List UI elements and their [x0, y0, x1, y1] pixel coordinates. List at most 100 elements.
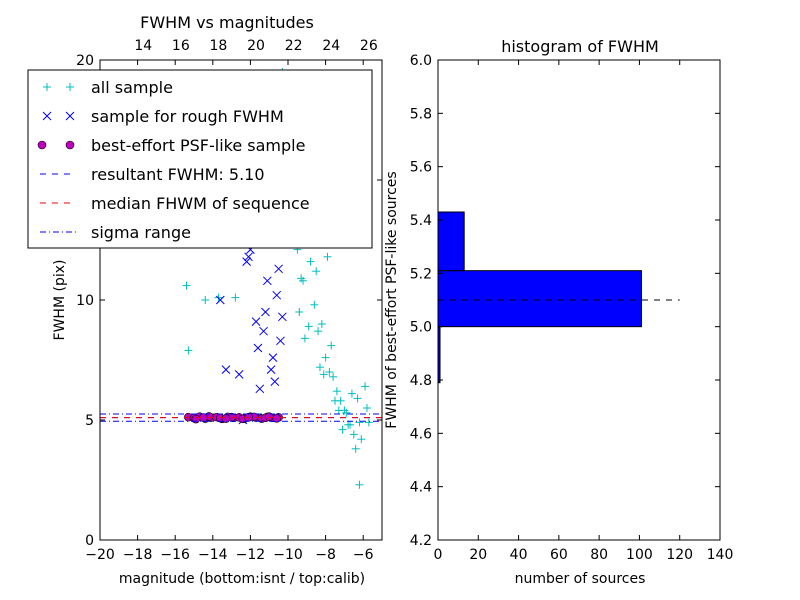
data-point-psf-sample: [264, 412, 274, 421]
data-point-all-sample: [325, 368, 334, 376]
data-point-all-sample: [295, 308, 304, 316]
data-point-all-sample: [182, 281, 191, 290]
top-tick-label: 24: [322, 38, 340, 54]
legend: all sample sample for rough FWHM best-ef…: [27, 69, 373, 249]
data-point-rough-sample: [272, 290, 282, 300]
scatter-top-ticks: 14 16 18 20 22 24 26: [134, 38, 378, 54]
scatter-points: [182, 68, 373, 489]
data-point-rough-sample: [274, 264, 283, 274]
legend-item-sigma-range: sigma range: [40, 223, 191, 242]
data-point-all-sample: [317, 320, 326, 328]
x-tick-label: 120: [666, 547, 693, 563]
data-point-rough-sample: [262, 276, 272, 286]
data-point-psf-sample: [191, 414, 201, 424]
x-tick-label: 140: [707, 547, 734, 563]
marker-stroke: [255, 384, 265, 394]
y-tick-label: 5.4: [410, 213, 432, 229]
marker-stroke: [42, 111, 52, 121]
y-tick-label: 20: [76, 53, 94, 69]
data-point-psf-sample: [221, 414, 231, 423]
top-tick-label: 14: [134, 38, 152, 54]
histogram-bar: [437, 211, 465, 272]
scatter-x-ticks: −20 −18 −16 −14 −12 −10 −8 −6: [85, 60, 374, 563]
data-point-all-sample: [306, 257, 315, 266]
legend-label: median FHWM of sequence: [91, 194, 310, 213]
data-point-all-sample: [329, 372, 338, 381]
marker-stroke: [251, 317, 261, 326]
y-tick-label: 4.6: [410, 426, 432, 442]
legend-marker-plus-a: [43, 83, 51, 91]
data-point-all-sample: [349, 430, 358, 439]
x-tick-label: 100: [626, 547, 653, 563]
histogram-bars: [437, 211, 642, 384]
x-tick-label: −18: [123, 547, 153, 563]
legend-marker-circle-a: [37, 140, 47, 150]
data-point-rough-sample: [259, 326, 268, 336]
x-tick-label: 20: [469, 547, 487, 563]
data-point-all-sample: [336, 396, 345, 405]
x-tick-label: −20: [85, 547, 115, 563]
histogram-x-ticks: 0 20 40 60 80 100 120 140: [434, 60, 734, 563]
legend-marker-x-a: [42, 111, 52, 121]
data-point-rough-sample: [276, 336, 285, 346]
x-tick-label: −16: [160, 547, 190, 563]
top-tick-label: 26: [360, 38, 378, 54]
marker-stroke: [259, 326, 268, 336]
data-point-all-sample: [332, 387, 341, 396]
marker-stroke: [278, 312, 287, 322]
scatter-reference-lines: [100, 413, 382, 422]
histogram-bar: [437, 270, 642, 328]
data-point-all-sample: [327, 341, 336, 350]
legend-item-rough-sample: sample for rough FWHM: [42, 107, 284, 126]
data-point-rough-sample: [266, 365, 276, 374]
data-point-all-sample: [361, 382, 370, 391]
data-point-all-sample: [338, 425, 347, 434]
marker-stroke: [268, 353, 278, 362]
histogram-frame: [437, 59, 721, 541]
data-point-rough-sample: [221, 365, 231, 374]
data-point-all-sample: [184, 346, 193, 355]
data-point-rough-sample: [270, 377, 280, 386]
legend-marker-circle: [37, 140, 75, 150]
scatter-title: FWHM vs magnitudes: [140, 13, 314, 32]
data-point-all-sample: [312, 267, 321, 276]
x-tick-label: −14: [198, 547, 228, 563]
y-tick-label: 5: [85, 413, 94, 429]
data-point-all-sample: [310, 300, 319, 309]
top-tick-label: 20: [247, 38, 265, 54]
legend-label: resultant FWHM: 5.10: [91, 165, 265, 184]
scatter-panel: −20−18−16−14−12−10−8−6 05101520 14161820…: [27, 13, 383, 587]
data-point-rough-sample: [242, 257, 251, 266]
data-point-rough-sample: [244, 252, 253, 262]
histogram-panel: 0 20 40 60 80 100 120 140 4.2 4.4 4.6 4.8 5.0 5.2 5.4…: [384, 37, 733, 587]
legend-marker-circle-b: [65, 140, 75, 150]
legend-item-median-fwhm: median FHWM of sequence: [40, 194, 310, 213]
data-point-rough-sample: [261, 307, 270, 317]
y-tick-label: 4.4: [410, 480, 432, 496]
marker-stroke: [262, 276, 272, 286]
histogram-title: histogram of FWHM: [501, 37, 659, 56]
data-point-rough-sample: [278, 312, 287, 322]
legend-label: sigma range: [91, 223, 191, 242]
legend-marker-x: [42, 111, 75, 121]
data-point-all-sample: [355, 480, 364, 489]
data-point-all-sample: [357, 435, 366, 444]
histogram-y-label: FWHM of best-effort PSF-like sources: [384, 171, 400, 428]
legend-label: best-effort PSF-like sample: [91, 136, 305, 155]
data-point-all-sample: [314, 327, 323, 336]
data-point-all-sample: [300, 334, 309, 343]
marker-stroke: [242, 257, 251, 266]
legend-label: sample for rough FWHM: [91, 107, 284, 126]
marker-stroke: [244, 252, 253, 262]
x-tick-label: 0: [434, 547, 443, 563]
y-tick-label: 5.6: [410, 160, 432, 176]
marker-stroke: [65, 111, 75, 121]
data-point-all-sample: [315, 363, 324, 372]
data-point-rough-sample: [253, 343, 263, 353]
y-tick-label: 10: [76, 293, 94, 309]
scatter-x-label: magnitude (bottom:isnt / top:calib): [119, 571, 365, 587]
legend-label: all sample: [91, 78, 173, 97]
legend-marker-x-b: [65, 111, 75, 121]
y-tick-label: 4.8: [410, 373, 432, 389]
